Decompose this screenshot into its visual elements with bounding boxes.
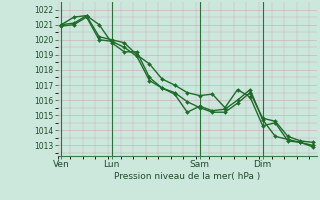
X-axis label: Pression niveau de la mer( hPa ): Pression niveau de la mer( hPa ) bbox=[114, 172, 260, 181]
